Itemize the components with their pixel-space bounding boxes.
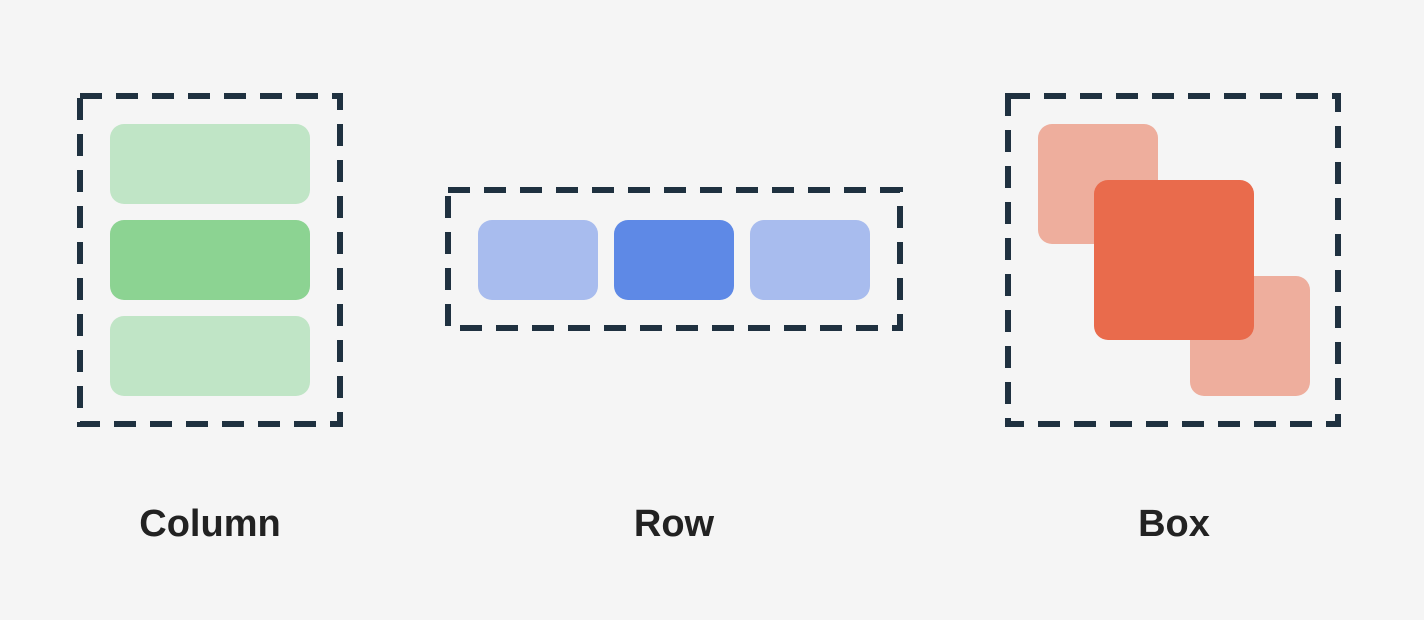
row-diagram	[445, 187, 903, 331]
box-dashed-border	[1005, 93, 1341, 427]
column-diagram	[77, 93, 343, 427]
column-label: Column	[139, 503, 281, 545]
row-label: Row	[633, 503, 715, 545]
column-item-bottom	[110, 316, 310, 396]
box-diagram	[1005, 93, 1341, 427]
column-item-middle	[110, 220, 310, 300]
box-item-front	[1094, 180, 1254, 340]
row-item-middle	[614, 220, 734, 300]
row-item-left	[478, 220, 598, 300]
column-dashed-border	[77, 93, 343, 427]
row-item-right	[750, 220, 870, 300]
row-dashed-border	[445, 187, 903, 331]
box-label: Box	[1138, 503, 1210, 545]
column-item-top	[110, 124, 310, 204]
